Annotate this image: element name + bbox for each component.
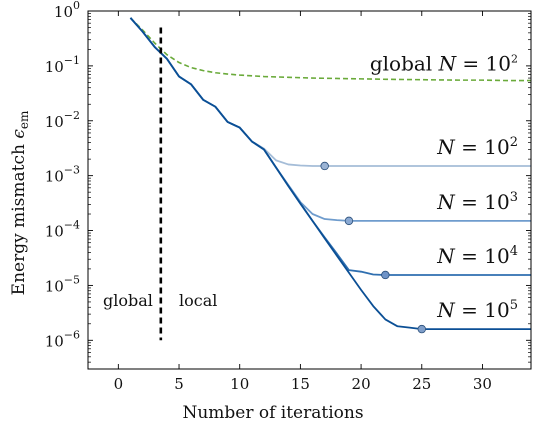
y-tick-label: 10−4 xyxy=(45,219,80,241)
convergence-marker-4 xyxy=(417,324,426,334)
series-label-2: N = 103 xyxy=(436,190,518,214)
y-tick-label: 10−5 xyxy=(45,273,80,295)
annotation-local: local xyxy=(179,291,217,310)
y-tick-label: 10−1 xyxy=(45,54,80,76)
x-tick-label: 30 xyxy=(473,375,492,393)
x-tick-label: 20 xyxy=(352,375,371,393)
x-tick-label: 25 xyxy=(412,375,431,393)
series-label-3: N = 104 xyxy=(436,244,518,268)
y-tick-label: 10−2 xyxy=(45,109,80,131)
convergence-marker-1 xyxy=(320,161,329,171)
y-tick-label: 10−6 xyxy=(45,328,80,350)
convergence-marker-3 xyxy=(381,270,390,280)
series-line-4 xyxy=(129,17,531,331)
plot-area xyxy=(129,17,531,341)
y-axis-title-subscript: em xyxy=(17,110,31,129)
y-axis-title-symbol: ϵ xyxy=(9,129,29,139)
series-line-0 xyxy=(129,17,531,82)
x-tick-label: 5 xyxy=(174,375,184,393)
axis-ticks: 0 5 10 15 20 25 30 100 10−1 10−2 10−3 10−4 10−5 10−6 xyxy=(45,0,531,393)
axes-frame xyxy=(87,10,532,370)
annotation-global: global xyxy=(103,291,153,310)
x-tick-label: 15 xyxy=(291,375,310,393)
y-tick-label: 100 xyxy=(54,0,80,21)
x-tick-label: 10 xyxy=(230,375,249,393)
x-tick-label: 0 xyxy=(114,375,124,393)
y-axis-title: Energy mismatch ϵem xyxy=(9,110,31,295)
series-labels: global N = 102 N = 102 N = 103 N = 104 N = 1… xyxy=(370,52,518,323)
series-label-0: global N = 102 xyxy=(370,52,518,76)
series-label-4: N = 105 xyxy=(436,298,518,322)
convergence-marker-2 xyxy=(344,216,354,226)
x-axis-title: Number of iterations xyxy=(182,403,363,423)
series-label-1: N = 102 xyxy=(436,135,518,159)
y-tick-label: 10−3 xyxy=(45,164,80,186)
y-axis-title-main: Energy mismatch xyxy=(9,139,29,296)
plot-frame xyxy=(87,10,532,370)
